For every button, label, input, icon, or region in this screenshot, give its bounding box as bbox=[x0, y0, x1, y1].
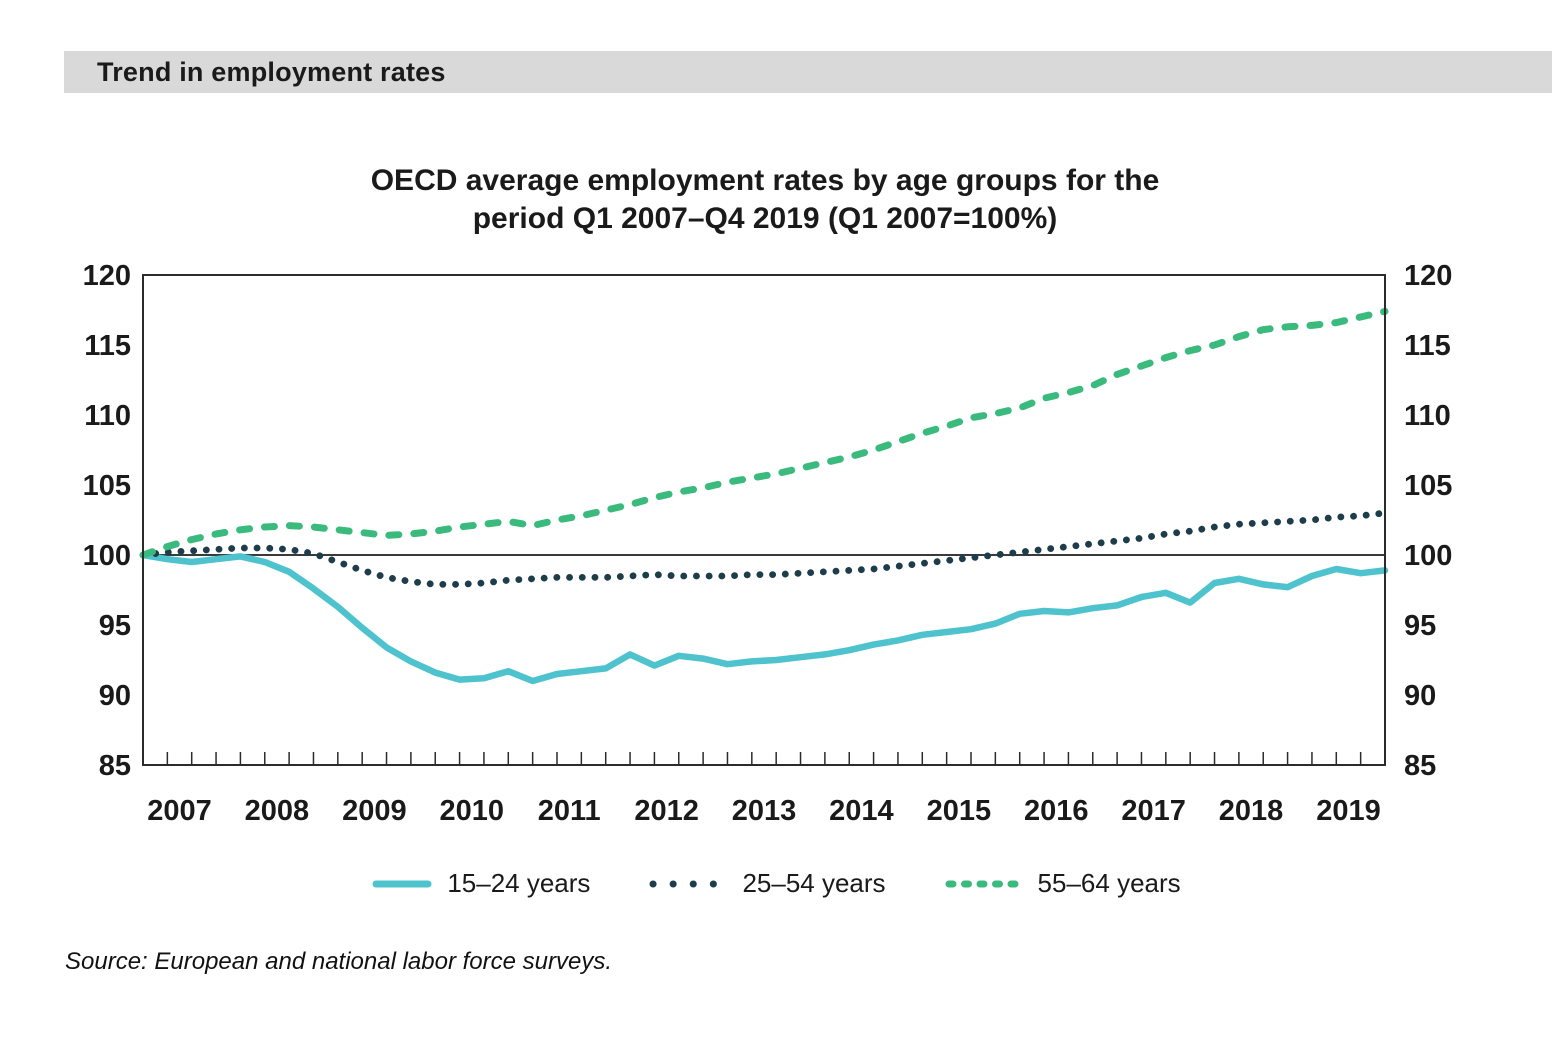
y-axis-label-right: 110 bbox=[1404, 400, 1451, 432]
x-axis-year-label: 2019 bbox=[1316, 795, 1381, 827]
y-axis-label-left: 90 bbox=[99, 680, 131, 712]
y-axis-label-left: 85 bbox=[99, 750, 131, 782]
y-axis-label-right: 115 bbox=[1404, 330, 1451, 362]
legend-label: 15–24 years bbox=[447, 868, 591, 898]
legend-label: 25–54 years bbox=[742, 868, 886, 898]
x-axis-year-label: 2011 bbox=[538, 795, 601, 827]
legend-dotted-line-swatch-icon bbox=[649, 880, 727, 887]
legend-item-dashed: 55–64 years bbox=[944, 868, 1181, 899]
y-axis-label-right: 85 bbox=[1404, 750, 1436, 782]
y-axis-label-right: 100 bbox=[1404, 540, 1452, 572]
x-axis-year-label: 2013 bbox=[732, 795, 797, 827]
chart-title-line1: OECD average employment rates by age gro… bbox=[370, 164, 1160, 197]
chart-title-line2: period Q1 2007–Q4 2019 (Q1 2007=100%) bbox=[472, 202, 1058, 235]
x-axis-year-label: 2009 bbox=[342, 795, 407, 827]
chart-legend: 15–24 years 25–54 years 55–64 years bbox=[0, 868, 1552, 899]
y-axis-label-left: 105 bbox=[83, 470, 131, 502]
plot-border bbox=[142, 274, 1386, 766]
x-axis-year-label: 2017 bbox=[1121, 795, 1186, 827]
x-axis-year-label: 2007 bbox=[147, 795, 212, 827]
y-axis-label-left: 95 bbox=[99, 610, 131, 642]
series-line-dashed bbox=[139, 307, 1389, 559]
x-axis-year-label: 2018 bbox=[1219, 795, 1284, 827]
x-axis-year-label: 2010 bbox=[440, 795, 505, 827]
x-axis-year-label: 2008 bbox=[245, 795, 310, 827]
y-axis-label-left: 120 bbox=[83, 260, 131, 292]
legend-item-dotted: 25–54 years bbox=[648, 868, 886, 899]
series-line-dotted bbox=[139, 509, 1389, 588]
x-axis-year-label: 2012 bbox=[634, 795, 699, 827]
header-bar: Trend in employment rates bbox=[64, 51, 1552, 93]
legend-label: 55–64 years bbox=[1037, 868, 1181, 898]
y-axis-label-right: 90 bbox=[1404, 680, 1436, 712]
source-text: Source: European and national labor forc… bbox=[65, 948, 612, 975]
chart-title: OECD average employment rates by age gro… bbox=[0, 162, 1530, 238]
legend-item-solid: 15–24 years bbox=[371, 868, 590, 899]
y-axis-label-left: 100 bbox=[83, 540, 131, 572]
y-axis-label-right: 120 bbox=[1404, 260, 1452, 292]
y-axis-label-left: 110 bbox=[84, 400, 131, 432]
x-axis-year-label: 2016 bbox=[1024, 795, 1089, 827]
header-title: Trend in employment rates bbox=[97, 56, 446, 87]
y-axis-label-left: 115 bbox=[84, 330, 131, 362]
legend-solid-line-swatch-icon bbox=[372, 880, 432, 887]
legend-dashed-line-swatch-icon bbox=[945, 880, 1023, 887]
x-axis-year-label: 2015 bbox=[927, 795, 992, 827]
y-axis-label-right: 95 bbox=[1404, 610, 1436, 642]
x-axis-year-label: 2014 bbox=[829, 795, 894, 827]
series-line-solid bbox=[139, 551, 1389, 685]
y-axis-label-right: 105 bbox=[1404, 470, 1452, 502]
